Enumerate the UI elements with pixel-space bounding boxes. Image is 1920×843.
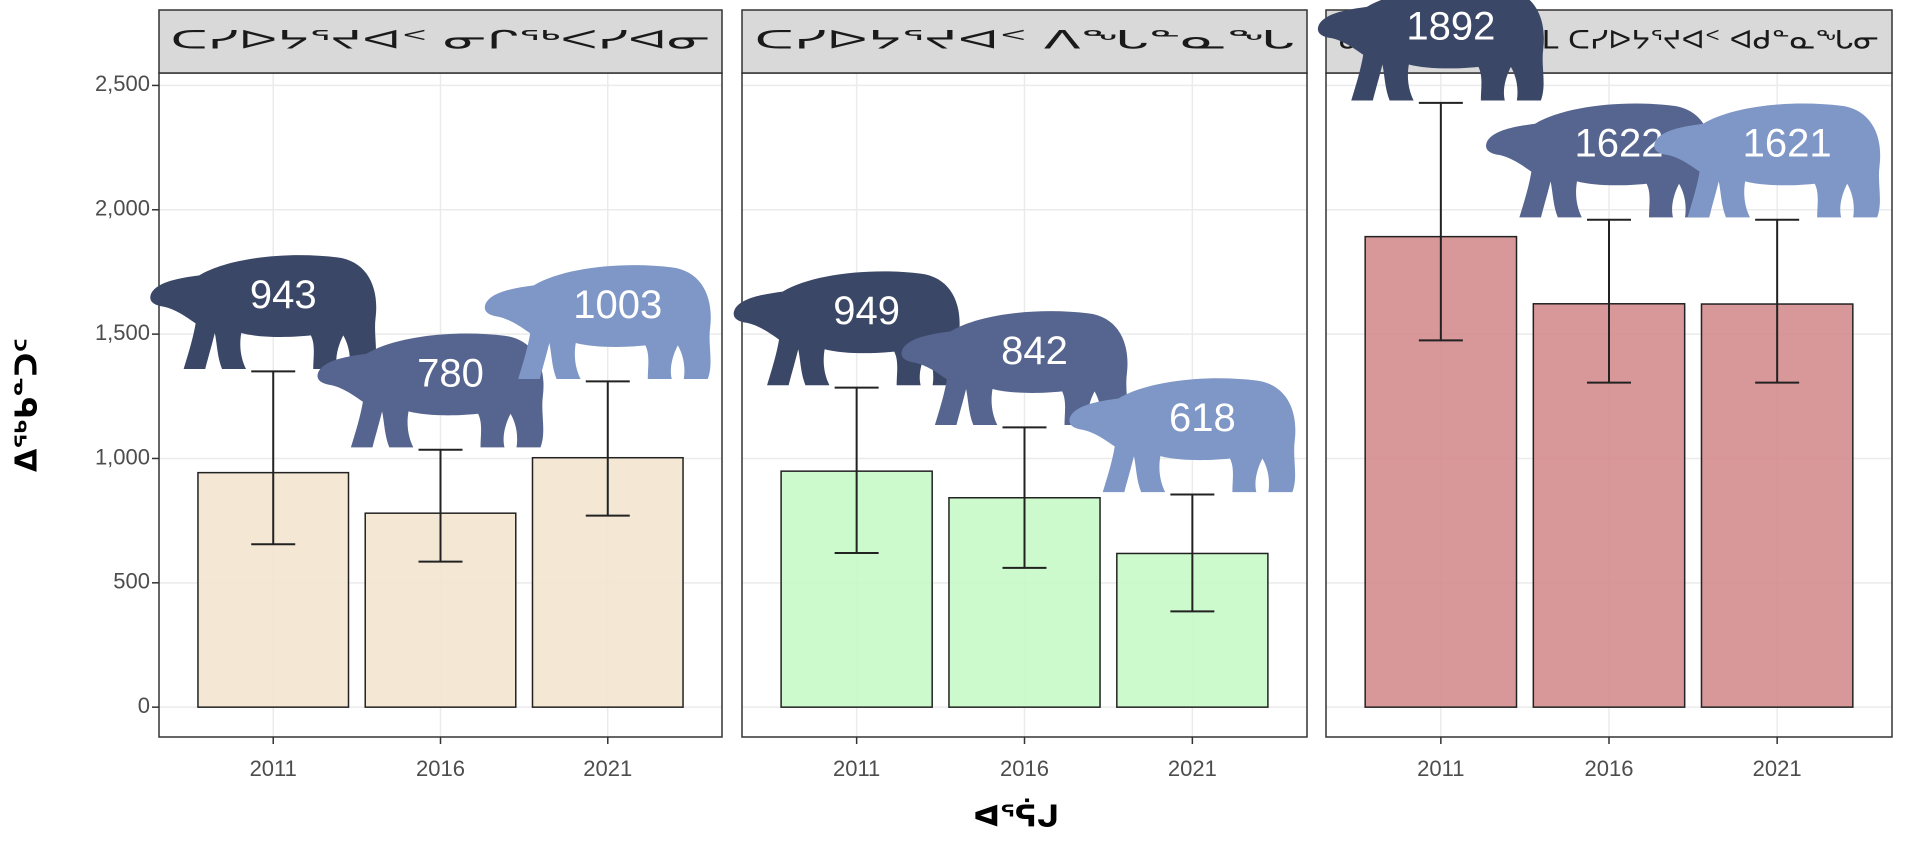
error-bar bbox=[1170, 493, 1215, 613]
error-bar bbox=[251, 370, 296, 546]
value-label-bear bbox=[1317, 0, 1544, 101]
value-label: 1622 bbox=[1575, 121, 1664, 165]
error-bar bbox=[1002, 426, 1047, 569]
error-bar bbox=[585, 380, 630, 517]
value-label-bear bbox=[1654, 103, 1881, 218]
y-tick-label: 2,500 bbox=[95, 71, 150, 96]
bear-silhouette bbox=[1654, 103, 1881, 218]
value-label-bear bbox=[901, 311, 1128, 425]
value-label-bear bbox=[150, 255, 377, 370]
value-label: 780 bbox=[417, 351, 484, 395]
value-label: 842 bbox=[1001, 329, 1068, 373]
error-bar bbox=[418, 448, 463, 563]
value-label: 943 bbox=[250, 273, 317, 317]
value-label: 949 bbox=[833, 289, 900, 333]
x-tick-label: 2021 bbox=[583, 756, 632, 781]
value-label-bear bbox=[317, 333, 544, 448]
value-label: 1003 bbox=[573, 283, 662, 327]
bear-silhouette bbox=[1069, 378, 1296, 493]
y-tick-label: 1,000 bbox=[95, 444, 150, 469]
bear-silhouette bbox=[1317, 0, 1544, 101]
x-axis-label: ᐊᕐᕌᒍ bbox=[973, 798, 1059, 835]
x-tick-label: 2016 bbox=[416, 756, 465, 781]
y-tick-label: 500 bbox=[113, 569, 150, 594]
bear-silhouette bbox=[317, 333, 544, 448]
x-tick-label: 2016 bbox=[1585, 756, 1634, 781]
bear-silhouette bbox=[484, 265, 711, 379]
y-axis-label: ᐃᖅᑲᓐᑐᑦ bbox=[10, 338, 45, 472]
error-bar bbox=[1587, 218, 1631, 384]
x-tick-label: 2011 bbox=[1417, 756, 1464, 781]
facet-strip bbox=[158, 9, 723, 74]
error-bar bbox=[1418, 101, 1463, 342]
value-label: 618 bbox=[1169, 396, 1236, 440]
value-label-bear bbox=[1069, 378, 1296, 493]
x-tick-label: 2011 bbox=[833, 756, 880, 781]
facet-title: ᑕᓯᐅᔭᕐᔪᐊᑉ ᓂᒋᖅᐸᓯᐊᓂ bbox=[171, 26, 711, 55]
facet-strip bbox=[741, 9, 1308, 74]
x-tick-label: 2021 bbox=[1168, 756, 1217, 781]
bear-silhouette bbox=[901, 311, 1128, 425]
bear-silhouette bbox=[1486, 103, 1713, 218]
y-tick-label: 1,500 bbox=[95, 320, 150, 345]
value-label: 1621 bbox=[1743, 121, 1832, 165]
value-label: 1892 bbox=[1406, 4, 1495, 48]
value-label-bear bbox=[484, 265, 711, 379]
error-bar bbox=[1755, 218, 1800, 384]
y-tick-label: 2,000 bbox=[95, 196, 150, 221]
facet-title: ᑕᓯᐅᔭᕐᔪᐊᑉ ᐱᖓᓐᓇᖓ bbox=[755, 26, 1295, 55]
bear-silhouette bbox=[150, 255, 377, 370]
x-tick-label: 2021 bbox=[1753, 756, 1802, 781]
error-bar bbox=[834, 386, 879, 554]
x-tick-label: 2011 bbox=[250, 756, 297, 781]
y-tick-label: 0 bbox=[138, 693, 150, 718]
value-label-bear bbox=[1486, 103, 1713, 218]
x-tick-label: 2016 bbox=[1000, 756, 1049, 781]
